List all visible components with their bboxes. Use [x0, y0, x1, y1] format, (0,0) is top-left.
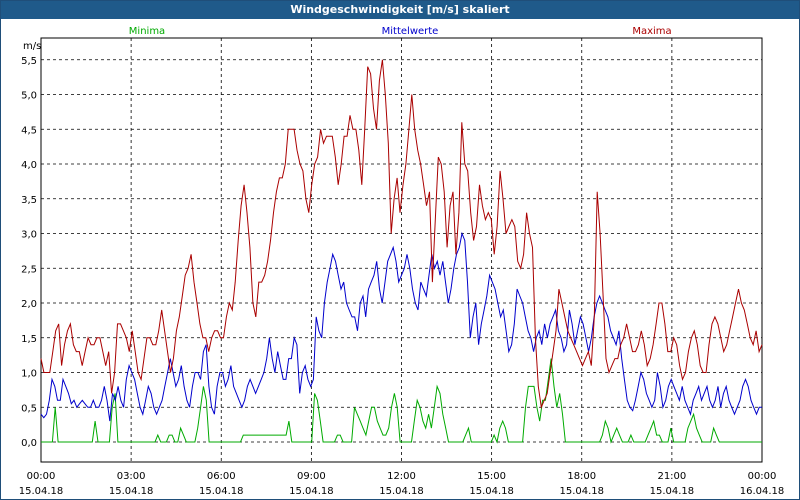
y-tick-label: 5,0: [21, 91, 37, 102]
x-tick-date: 15.04.18: [19, 486, 64, 497]
x-tick-date: 15.04.18: [199, 486, 244, 497]
x-tick-time: 00:00: [748, 471, 777, 482]
legend-item-minima: Minima: [129, 26, 165, 37]
x-tick-time: 09:00: [297, 471, 326, 482]
series-lines: [40, 59, 763, 444]
y-tick-label: 5,5: [21, 56, 37, 67]
series-line-maxima: [40, 59, 763, 410]
x-tick-time: 03:00: [117, 471, 146, 482]
y-tick-label: 2,0: [21, 299, 37, 310]
y-tick-label: 4,0: [21, 160, 37, 171]
x-tick-time: 00:00: [27, 471, 56, 482]
x-tick-time: 21:00: [657, 471, 686, 482]
y-axis-label: m/s: [23, 41, 41, 52]
x-tick-date: 15.04.18: [289, 486, 334, 497]
legend-item-mittelwerte: Mittelwerte: [382, 26, 439, 37]
x-axis-ticks: 00:00 15.04.18 03:00 15.04.18 06:00 15.04.18 0…: [19, 471, 785, 497]
x-tick-date: 15.04.18: [379, 486, 424, 497]
y-axis-ticks: 0,0 0,5 1,0 1,5 2,0 2,5 3,0 3,5 4,0 4,5 5,0 5,5: [21, 56, 37, 449]
x-tick-date: 16.04.18: [740, 486, 785, 497]
x-tick-date: 15.04.18: [650, 486, 695, 497]
x-tick-time: 06:00: [207, 471, 236, 482]
gridlines: [41, 38, 762, 462]
x-tick-date: 15.04.18: [109, 486, 154, 497]
x-tick-date: 15.04.18: [469, 486, 514, 497]
y-tick-label: 3,5: [21, 195, 37, 206]
y-tick-label: 0,0: [21, 438, 37, 449]
x-tick-date: 15.04.18: [559, 486, 604, 497]
x-tick-time: 18:00: [567, 471, 596, 482]
y-tick-label: 0,5: [21, 403, 37, 414]
y-tick-label: 4,5: [21, 125, 37, 136]
series-line-mittelwerte: [40, 231, 762, 422]
x-tick-time: 15:00: [477, 471, 506, 482]
y-tick-label: 2,5: [21, 264, 37, 275]
y-tick-label: 1,0: [21, 369, 37, 380]
chart-title: Windgeschwindigkeit [m/s] skaliert: [1, 1, 799, 19]
y-tick-label: 1,5: [21, 334, 37, 345]
x-tick-time: 12:00: [387, 471, 416, 482]
y-tick-label: 3,0: [21, 230, 37, 241]
legend-item-maxima: Maxima: [632, 26, 671, 37]
series-line-minima: [41, 358, 762, 444]
legend: Minima Mittelwerte Maxima: [129, 26, 672, 37]
